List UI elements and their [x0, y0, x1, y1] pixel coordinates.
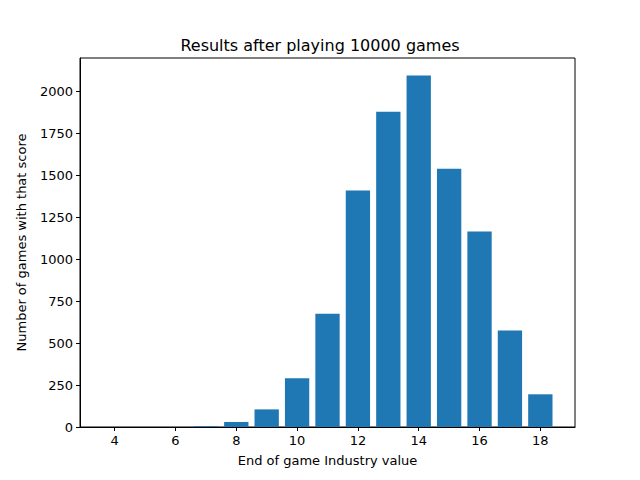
svg-text:500: 500	[48, 336, 73, 351]
svg-text:Number of games with that scor: Number of games with that score	[14, 134, 29, 352]
svg-text:16: 16	[471, 433, 488, 448]
svg-text:End of game Industry value: End of game Industry value	[238, 453, 418, 468]
svg-text:10: 10	[289, 433, 306, 448]
svg-text:4: 4	[111, 433, 119, 448]
svg-text:1250: 1250	[40, 210, 73, 225]
svg-text:1500: 1500	[40, 168, 73, 183]
svg-text:2000: 2000	[40, 84, 73, 99]
svg-text:1000: 1000	[40, 252, 73, 267]
svg-text:18: 18	[532, 433, 549, 448]
svg-text:14: 14	[410, 433, 427, 448]
svg-text:Results after playing 10000 ga: Results after playing 10000 games	[180, 36, 459, 55]
svg-text:12: 12	[350, 433, 367, 448]
svg-text:250: 250	[48, 378, 73, 393]
svg-text:750: 750	[48, 294, 73, 309]
svg-text:0: 0	[65, 420, 73, 435]
svg-text:1750: 1750	[40, 126, 73, 141]
svg-text:6: 6	[171, 433, 179, 448]
svg-text:8: 8	[232, 433, 240, 448]
